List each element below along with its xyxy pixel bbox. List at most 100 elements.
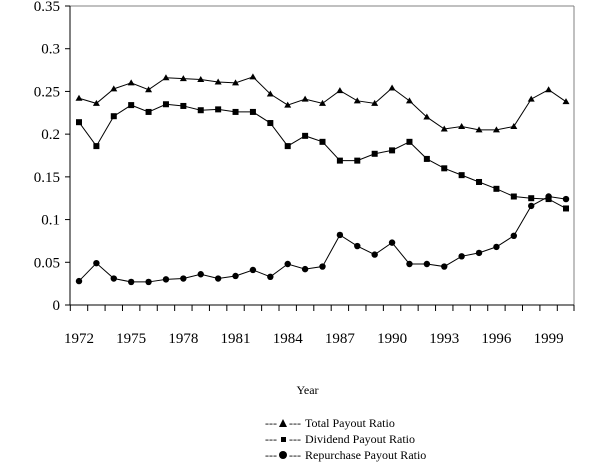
data-point-dividend — [110, 113, 117, 120]
data-point-dividend — [336, 157, 343, 164]
data-point-dividend — [493, 185, 500, 192]
data-point-repurchase — [545, 193, 552, 200]
data-point-dividend — [528, 195, 535, 202]
y-tick-label: 0.3 — [41, 42, 60, 58]
data-point-dividend — [476, 178, 483, 185]
y-tick-label: 0.25 — [34, 84, 60, 100]
y-tick-label: 0.1 — [41, 213, 60, 229]
data-point-repurchase — [197, 271, 204, 278]
data-point-total — [458, 122, 466, 129]
legend-dash: --- — [289, 416, 301, 430]
data-point-dividend — [423, 155, 430, 162]
data-point-total — [545, 86, 553, 93]
data-point-dividend — [267, 120, 274, 127]
x-tick-label: 1987 — [325, 331, 356, 347]
data-point-repurchase — [162, 276, 170, 283]
data-point-dividend — [249, 108, 256, 115]
x-tick-label: 1972 — [64, 331, 94, 347]
data-point-dividend — [162, 101, 169, 108]
triangle-marker-icon — [279, 419, 287, 427]
line-chart: 0 0.05 0.1 0.15 0.2 0.25 0.3 0.35 1972 1975 1978 19… — [34, 0, 575, 347]
data-point-total — [371, 99, 379, 106]
data-point-total — [492, 126, 500, 133]
data-point-repurchase — [127, 278, 135, 286]
data-point-dividend — [354, 157, 361, 164]
data-point-dividend — [232, 108, 239, 115]
data-point-total — [232, 79, 240, 86]
data-point-total — [179, 75, 187, 82]
x-tick-label: 1996 — [481, 331, 512, 347]
data-point-repurchase — [388, 239, 396, 246]
legend-label: Repurchase Payout Ratio — [305, 448, 427, 462]
y-tick-label: 0 — [53, 298, 61, 314]
data-point-repurchase — [284, 260, 291, 268]
x-tick-label: 1975 — [116, 331, 146, 347]
y-tick-label: 0.2 — [41, 127, 60, 143]
legend-item-dividend: --- --- Dividend Payout Ratio — [265, 431, 426, 447]
data-point-dividend — [284, 143, 291, 150]
data-point-dividend — [319, 138, 326, 145]
data-point-dividend — [441, 165, 448, 172]
legend-dash: --- — [265, 416, 277, 430]
legend-dash: --- — [289, 448, 301, 462]
data-point-repurchase — [301, 265, 309, 273]
data-point-repurchase — [249, 266, 257, 274]
data-point-dividend — [215, 106, 222, 113]
data-point-dividend — [180, 102, 187, 109]
data-point-repurchase — [371, 251, 378, 258]
x-tick-label: 1981 — [221, 331, 251, 347]
data-point-repurchase — [475, 249, 483, 257]
square-marker-icon — [281, 437, 286, 442]
data-point-repurchase — [354, 242, 361, 250]
x-tick-label: 1984 — [273, 331, 304, 347]
data-point-dividend — [128, 102, 135, 109]
data-point-total — [510, 122, 518, 129]
data-point-total — [405, 97, 413, 104]
data-point-total — [110, 85, 118, 92]
x-tick-label: 1993 — [429, 331, 459, 347]
data-point-repurchase — [180, 275, 187, 282]
data-point-total — [475, 126, 483, 133]
data-point-repurchase — [214, 275, 222, 282]
data-point-repurchase — [510, 232, 518, 240]
data-point-total — [92, 99, 100, 106]
data-point-repurchase — [232, 272, 239, 280]
data-point-repurchase — [336, 231, 344, 239]
legend-item-total: --- --- Total Payout Ratio — [265, 415, 426, 431]
data-point-total — [527, 95, 535, 102]
data-point-total — [145, 86, 153, 93]
data-point-total — [388, 84, 396, 91]
data-point-repurchase — [423, 260, 431, 268]
data-point-dividend — [197, 107, 204, 114]
legend-dash: --- — [265, 448, 277, 462]
legend-dash: --- — [289, 432, 301, 446]
data-point-dividend — [563, 205, 569, 212]
data-point-repurchase — [93, 259, 100, 267]
x-tick-label: 1999 — [534, 331, 564, 347]
data-point-total — [284, 101, 292, 108]
data-point-total — [197, 75, 205, 82]
data-point-repurchase — [145, 278, 152, 286]
data-point-total — [162, 74, 170, 81]
y-tick-label: 0.35 — [34, 0, 60, 15]
data-point-total — [423, 113, 431, 120]
data-point-total — [249, 73, 257, 80]
data-point-total — [353, 97, 361, 104]
y-tick-label: 0.05 — [34, 255, 60, 271]
data-point-dividend — [406, 138, 413, 145]
data-point-dividend — [371, 150, 378, 157]
data-point-total — [75, 94, 83, 101]
y-tick-label: 0.15 — [34, 170, 60, 186]
series-line-square — [78, 103, 567, 209]
data-point-total — [127, 79, 135, 86]
data-point-total — [266, 90, 274, 97]
x-tick-label: 1978 — [168, 331, 198, 347]
data-point-total — [336, 87, 344, 94]
data-point-dividend — [389, 147, 396, 154]
data-point-dividend — [93, 143, 100, 150]
x-axis-label: Year — [296, 383, 319, 397]
circle-marker-icon — [279, 451, 287, 459]
legend-label: Total Payout Ratio — [305, 416, 395, 430]
data-point-dividend — [145, 108, 152, 115]
x-tick-label: 1990 — [377, 331, 407, 347]
